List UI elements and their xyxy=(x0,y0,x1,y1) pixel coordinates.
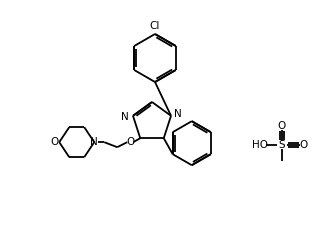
Text: S: S xyxy=(279,140,285,150)
Text: N: N xyxy=(174,109,182,119)
Text: N: N xyxy=(91,137,98,147)
Text: O: O xyxy=(50,137,58,147)
Text: O: O xyxy=(126,137,134,147)
Text: HO: HO xyxy=(252,140,268,150)
Text: O: O xyxy=(278,121,286,131)
Text: O: O xyxy=(300,140,308,150)
Text: N: N xyxy=(121,112,129,122)
Text: Cl: Cl xyxy=(150,21,160,31)
